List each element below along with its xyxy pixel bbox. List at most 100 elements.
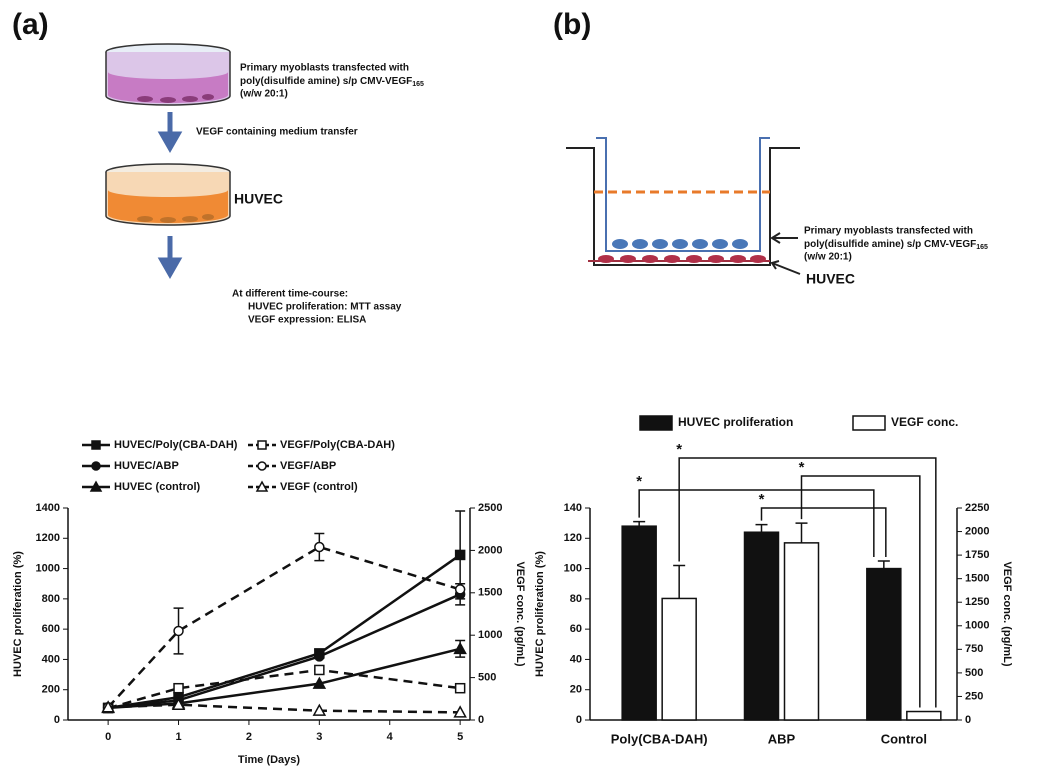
diagram-text: poly(disulfide amine) s/p CMV-VEGF165 [804,239,988,251]
y-tick-label: 40 [570,653,582,665]
marker [173,625,184,637]
diagram-text: Primary myoblasts transfected with [240,63,409,74]
significance-bracket [638,489,875,557]
error-bar [633,520,646,527]
y2-tick-label: 0 [478,714,484,726]
significance-bracket [678,457,937,708]
y2-tick-label: 1000 [478,629,502,641]
significance-star: * [799,459,805,476]
legend-label: VEGF conc. [891,415,958,429]
x-tick-label: Control [881,731,927,746]
diagram-text: At different time-course: [232,289,348,300]
y-tick-label: 120 [564,532,582,544]
bar [661,597,697,721]
y-tick-label: 20 [570,684,582,696]
diagram-text: (w/w 20:1) [240,89,288,100]
x-tick-label: 3 [316,731,322,743]
y2-tick-label: 500 [478,672,496,684]
y-tick-label: 1200 [36,532,60,544]
y-tick-label: 600 [42,623,60,635]
marker [453,641,467,655]
diagram-a [105,43,231,280]
y-tick-label: 1400 [36,502,60,514]
diagram-text: VEGF expression: ELISA [248,315,366,326]
significance-bracket [800,475,921,708]
y2-axis-title: VEGF conc. (pg/mL) [514,561,526,666]
significance-star: * [676,441,682,458]
significance-star: * [759,491,765,508]
legend-label: VEGF/Poly(CBA-DAH) [280,439,395,451]
marker [91,440,101,450]
marker [91,461,101,471]
y2-tick-label: 2250 [965,502,989,514]
y2-tick-label: 1000 [965,620,989,632]
diagram-text: (w/w 20:1) [804,252,852,263]
marker [454,584,466,595]
x-tick-label: 4 [387,731,394,743]
y-tick-label: 0 [54,714,60,726]
bar [621,525,657,721]
marker [453,705,467,718]
y-tick-label: 60 [570,623,582,635]
y-tick-label: 800 [42,593,60,605]
marker [314,541,325,553]
marker [89,480,103,492]
y-tick-label: 100 [564,562,582,574]
significance-star: * [636,473,642,490]
legend-label: VEGF (control) [280,481,358,493]
legend-label: HUVEC (control) [114,481,201,493]
legend-label: VEGF/ABP [280,460,336,472]
legend-label: HUVEC/Poly(CBA-DAH) [114,439,238,451]
y-axis-title: HUVEC proliferation (%) [534,551,546,677]
y2-tick-label: 1250 [965,596,989,608]
series-line [107,668,461,710]
marker [312,703,327,716]
marker [314,651,325,662]
y2-tick-label: 750 [965,643,983,655]
x-tick-label: 5 [457,731,463,743]
bar [866,567,902,721]
marker [312,676,327,689]
y2-tick-label: 1500 [478,587,502,599]
y2-tick-label: 2000 [965,525,989,537]
y-tick-label: 80 [570,593,582,605]
x-tick-label: 2 [246,731,252,743]
y2-tick-label: 250 [965,690,983,702]
subscript: 165 [412,81,424,88]
y2-tick-label: 2000 [478,544,502,556]
bar [906,710,942,721]
legend-swatch [852,415,886,431]
diagram-text: HUVEC [234,191,283,207]
series-line [108,703,461,714]
marker [101,700,115,713]
y-tick-label: 200 [42,684,60,696]
panel-label: (a) [12,8,49,41]
x-tick-label: ABP [768,731,796,746]
error-bar [673,564,686,599]
diagram-text: HUVEC [806,271,855,287]
y-tick-label: 400 [42,653,60,665]
y-tick-label: 0 [576,714,582,726]
diagram-text: poly(disulfide amine) s/p CMV-VEGF165 [240,76,424,88]
legend-swatch [639,415,673,431]
marker [454,549,466,561]
diagram-text: HUVEC proliferation: MTT assay [248,302,402,313]
x-tick-label: 0 [105,731,111,743]
y-tick-label: 140 [564,502,582,514]
diagram-text: VEGF containing medium transfer [196,127,358,138]
marker [454,682,466,694]
series-line [107,593,461,710]
diagram-b [566,137,801,275]
series-line [107,553,461,710]
x-tick-label: 1 [175,731,181,743]
marker [257,461,267,471]
marker [257,440,267,450]
x-axis-title: Time (Days) [238,754,300,766]
error-bar [755,523,768,533]
marker [255,480,269,492]
text: poly(disulfide amine) s/p CMV-VEGF [240,76,412,87]
diagram-text: Primary myoblasts transfected with [804,226,973,237]
marker [171,697,186,710]
